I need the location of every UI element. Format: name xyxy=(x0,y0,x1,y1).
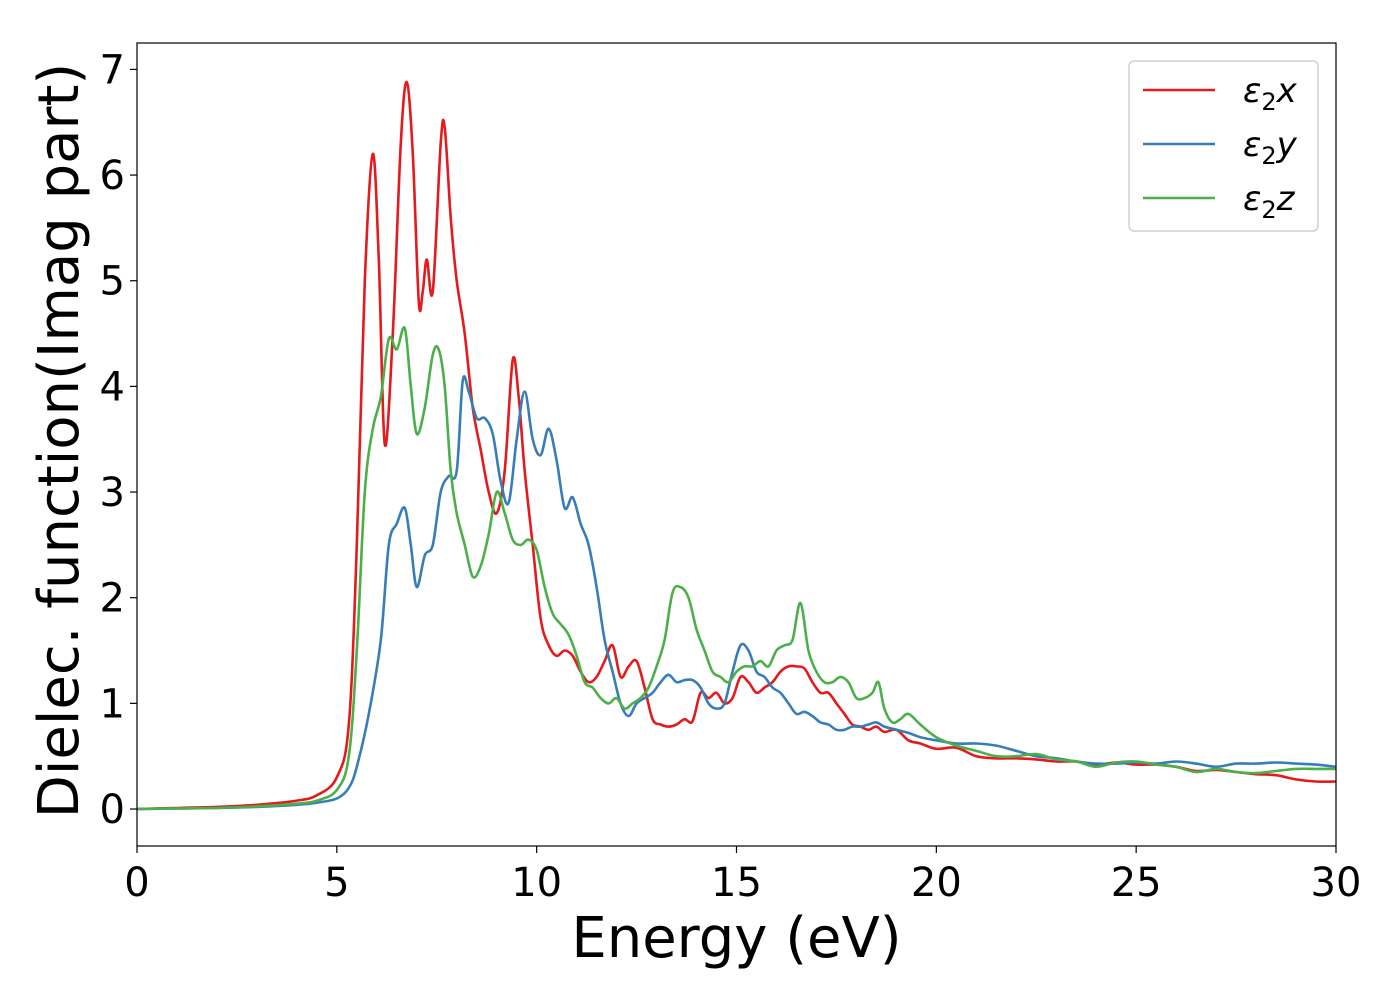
x-tick-label: 20 xyxy=(911,860,962,906)
x-tick-label: 5 xyxy=(324,860,349,906)
x-axis: 0 5 10 15 20 25 30 xyxy=(124,846,1361,906)
y-tick-label: 1 xyxy=(100,681,125,727)
series-line-z xyxy=(137,326,1336,811)
x-tick-label: 15 xyxy=(711,860,762,906)
y-tick-label: 4 xyxy=(100,364,125,410)
y-tick-label: 5 xyxy=(100,259,125,305)
y-tick-label: 7 xyxy=(100,47,125,93)
series-line-y xyxy=(137,375,1336,811)
legend-label-x: ε2x xyxy=(1243,71,1298,116)
y-axis-label: Dielec. function(Imag part) xyxy=(27,63,92,819)
y-tick-label: 2 xyxy=(100,576,125,622)
series-line-x xyxy=(137,80,1336,811)
y-tick-label: 6 xyxy=(100,153,125,199)
y-tick-label: 0 xyxy=(100,787,125,833)
legend-box xyxy=(1128,60,1319,232)
y-axis: 0 1 2 3 4 5 6 7 xyxy=(100,47,137,833)
legend-label-y: ε2y xyxy=(1243,125,1298,170)
x-tick-label: 30 xyxy=(1311,860,1362,906)
x-tick-label: 0 xyxy=(124,860,149,906)
y-tick-label: 3 xyxy=(100,470,125,516)
legend: ε2x ε2y ε2z xyxy=(1128,60,1319,232)
x-tick-label: 10 xyxy=(511,860,562,906)
x-axis-label: Energy (eV) xyxy=(571,906,901,971)
x-tick-label: 25 xyxy=(1111,860,1162,906)
legend-label-z: ε2z xyxy=(1243,179,1296,224)
series-layer xyxy=(137,80,1336,811)
